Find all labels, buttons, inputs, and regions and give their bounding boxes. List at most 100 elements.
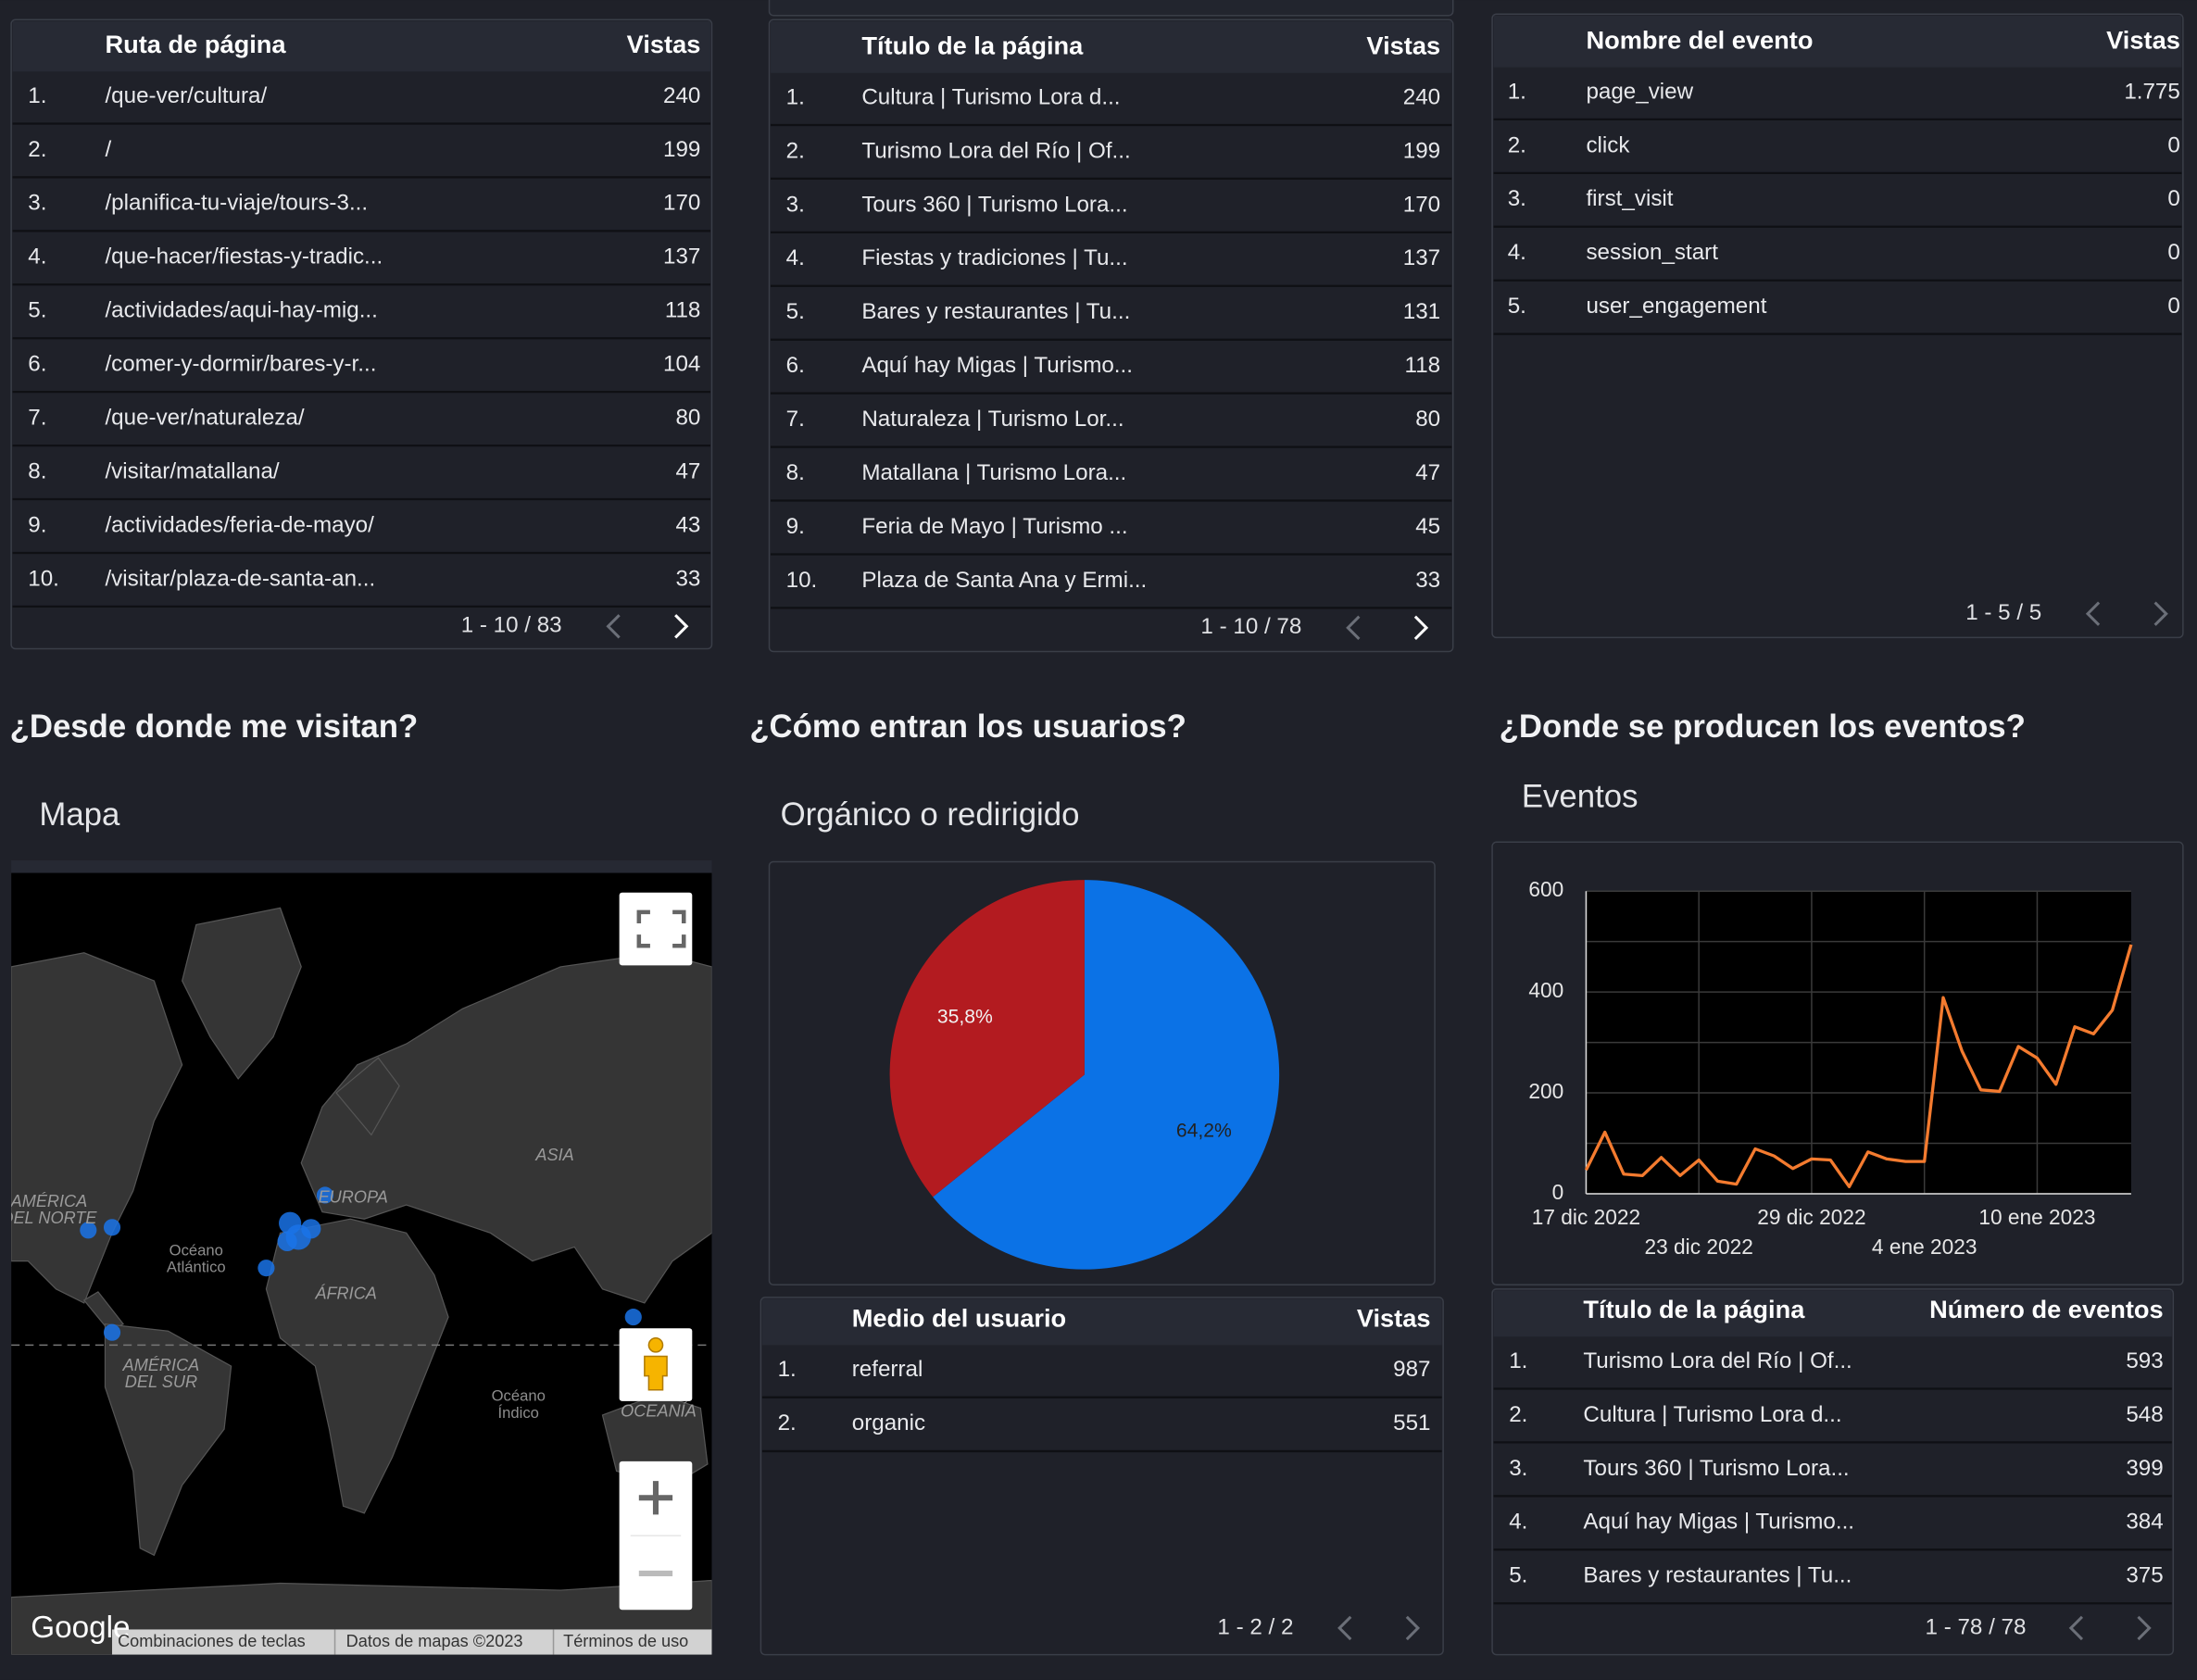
section-title: ¿Donde se producen los eventos? <box>1500 709 2026 745</box>
y-tick-label: 0 <box>1552 1180 1564 1204</box>
map-point <box>316 1186 334 1204</box>
cell-text: Cultura | Turismo Lora d... <box>861 84 1120 109</box>
cell-value: 987 <box>1393 1357 1430 1382</box>
cell-value: 384 <box>2126 1510 2163 1535</box>
row-number: 8. <box>28 458 46 483</box>
column-header: Nombre del evento <box>1586 26 1813 55</box>
cell-value: 548 <box>2126 1402 2163 1427</box>
column-header: Vistas <box>1366 31 1440 60</box>
cell-value: 80 <box>675 406 700 431</box>
zoom-in[interactable] <box>638 1481 673 1515</box>
row-number: 1. <box>1508 79 1526 104</box>
cell-text: Turismo Lora del Río | Of... <box>861 138 1130 163</box>
row-number: 3. <box>1508 186 1526 211</box>
cell-value: 80 <box>1415 407 1440 432</box>
cell-text: first_visit <box>1586 186 1673 211</box>
land <box>104 1323 232 1557</box>
column-header: Título de la página <box>1583 1295 1805 1323</box>
map-label: DEL SUR <box>125 1373 197 1391</box>
row-number: 9. <box>786 514 805 539</box>
cell-text: Bares y restaurantes | Tu... <box>1583 1563 1852 1588</box>
row-number: 10. <box>28 566 59 591</box>
map-footer-text: Datos de mapas ©2023 <box>346 1632 523 1650</box>
section-title: ¿Cómo entran los usuarios? <box>749 709 1186 745</box>
cell-value: 47 <box>675 458 700 483</box>
table-card <box>10 19 713 650</box>
cell-value: 0 <box>2167 240 2179 265</box>
next-page[interactable] <box>2137 1615 2152 1641</box>
map-point <box>80 1222 97 1239</box>
next-page[interactable] <box>2153 601 2168 626</box>
cell-text: /planifica-tu-viaje/tours-3... <box>105 191 368 216</box>
prev-page[interactable] <box>1346 615 1361 640</box>
table: Nombre del evento Vistas 1. page_view 1.775 2… <box>1491 13 2184 639</box>
cell-value: 131 <box>1403 299 1440 324</box>
cell-value: 47 <box>1415 460 1440 485</box>
fullscreen-button[interactable] <box>619 892 693 966</box>
map-label: Atlántico <box>167 1259 226 1276</box>
y-tick-label: 400 <box>1528 978 1563 1002</box>
map-label: AMÉRICA <box>10 1192 88 1210</box>
cell-text: session_start <box>1586 240 1718 265</box>
row-number: 2. <box>1509 1402 1527 1427</box>
row-number: 4. <box>1508 240 1526 265</box>
cell-value: 118 <box>1405 353 1441 378</box>
next-page[interactable] <box>1413 615 1429 640</box>
cell-text: Tours 360 | Turismo Lora... <box>1583 1456 1849 1481</box>
cell-text: Tours 360 | Turismo Lora... <box>861 192 1127 217</box>
row-number: 7. <box>28 406 46 431</box>
prev-page[interactable] <box>2085 601 2101 626</box>
next-page[interactable] <box>674 614 689 639</box>
land <box>182 907 302 1080</box>
cell-value: 593 <box>2126 1348 2163 1373</box>
cell-value: 399 <box>2126 1456 2163 1481</box>
prev-page[interactable] <box>606 614 621 639</box>
cell-value: 199 <box>663 137 700 162</box>
prev-page[interactable] <box>2068 1615 2084 1641</box>
pagination: 1 - 5 / 5 <box>1965 600 2041 625</box>
cell-text: Naturaleza | Turismo Lor... <box>861 407 1124 432</box>
row-number: 2. <box>778 1410 797 1436</box>
map-label: OCEANÍA <box>621 1402 697 1421</box>
map-title: Mapa <box>39 797 120 833</box>
map-label: AMÉRICA <box>122 1356 200 1374</box>
map-footer-link[interactable]: Términos de uso <box>563 1632 688 1650</box>
row-number: 10. <box>786 568 818 593</box>
pagination: 1 - 78 / 78 <box>1926 1614 2027 1639</box>
row-number: 4. <box>1509 1510 1527 1535</box>
cell-text: Matallana | Turismo Lora... <box>861 460 1126 485</box>
row-number: 7. <box>786 407 805 432</box>
column-header: Vistas <box>2106 26 2180 55</box>
prev-page[interactable] <box>1337 1615 1352 1641</box>
pegman <box>644 1337 668 1391</box>
map-point <box>257 1260 275 1277</box>
map-label: ASIA <box>534 1146 573 1164</box>
x-tick-label: 10 ene 2023 <box>1978 1205 2095 1229</box>
cell-text: Aquí hay Migas | Turismo... <box>861 353 1133 378</box>
column-header: Vistas <box>627 30 701 58</box>
column-header: Ruta de página <box>105 30 286 58</box>
table: Título de la página Número de eventos 1. Tu… <box>1491 1288 2175 1656</box>
pegman-body <box>644 1355 668 1391</box>
cell-value: 0 <box>2167 186 2179 211</box>
cell-text: /comer-y-dormir/bares-y-r... <box>105 352 376 377</box>
cell-text: Cultura | Turismo Lora d... <box>1583 1402 1841 1427</box>
next-page[interactable] <box>1405 1615 1421 1641</box>
pagination: 1 - 10 / 83 <box>461 613 562 638</box>
chart-title: Orgánico o redirigido <box>781 797 1080 833</box>
cell-text: Feria de Mayo | Turismo ... <box>861 514 1127 539</box>
land <box>300 952 712 1304</box>
x-tick-label: 29 dic 2022 <box>1757 1205 1865 1229</box>
cell-value: 375 <box>2126 1563 2163 1588</box>
map-footer-link[interactable]: Combinaciones de teclas <box>118 1632 306 1650</box>
table-header <box>1493 15 2182 68</box>
row-number: 3. <box>1509 1456 1527 1481</box>
cell-text: Fiestas y tradiciones | Tu... <box>861 245 1127 270</box>
column-header: Número de eventos <box>1929 1295 2164 1323</box>
pie-slice <box>889 880 1085 1197</box>
pagination: 1 - 2 / 2 <box>1217 1614 1293 1639</box>
cell-value: 240 <box>663 83 700 108</box>
row-number: 8. <box>786 460 805 485</box>
x-tick-label: 17 dic 2022 <box>1532 1205 1640 1229</box>
